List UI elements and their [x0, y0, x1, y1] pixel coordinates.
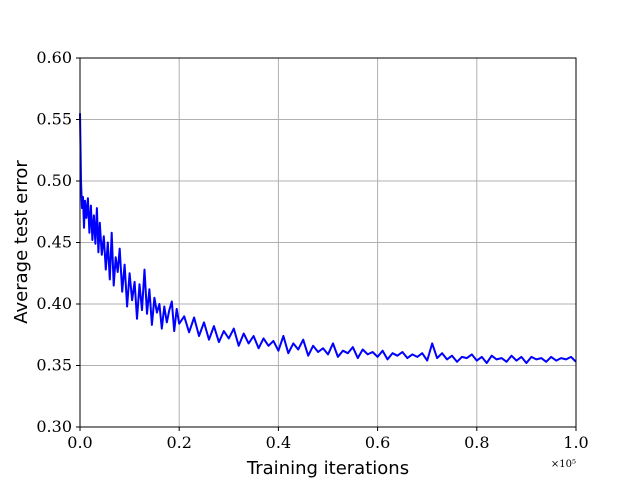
x-tick-label: 0.6	[365, 433, 390, 452]
y-tick-label: 0.50	[36, 171, 72, 190]
x-axis-ticks: 0.0 0.2 0.4 0.6 0.8 1.0	[67, 427, 589, 452]
series-layer	[79, 113, 577, 364]
y-tick-label: 0.45	[36, 233, 72, 252]
y-axis-ticks: 0.30 0.35 0.40 0.45 0.50 0.55 0.60	[36, 48, 80, 436]
x-tick-label: 0.0	[67, 433, 92, 452]
y-tick-label: 0.55	[36, 110, 72, 129]
y-tick-label: 0.60	[36, 48, 72, 67]
x-tick-label: 1.0	[563, 433, 588, 452]
y-tick-label: 0.40	[36, 294, 72, 313]
x-axis-scale-label: ×10⁵	[551, 459, 576, 470]
x-axis-label: Training iterations	[246, 458, 409, 479]
y-tick-label: 0.35	[36, 356, 72, 375]
y-axis-label: Average test error	[11, 160, 32, 324]
x-tick-label: 0.2	[166, 433, 191, 452]
y-tick-label: 0.30	[36, 417, 72, 436]
x-tick-label: 0.8	[464, 433, 489, 452]
grid	[79, 57, 577, 428]
x-tick-label: 0.4	[266, 433, 291, 452]
series-line	[79, 113, 577, 364]
